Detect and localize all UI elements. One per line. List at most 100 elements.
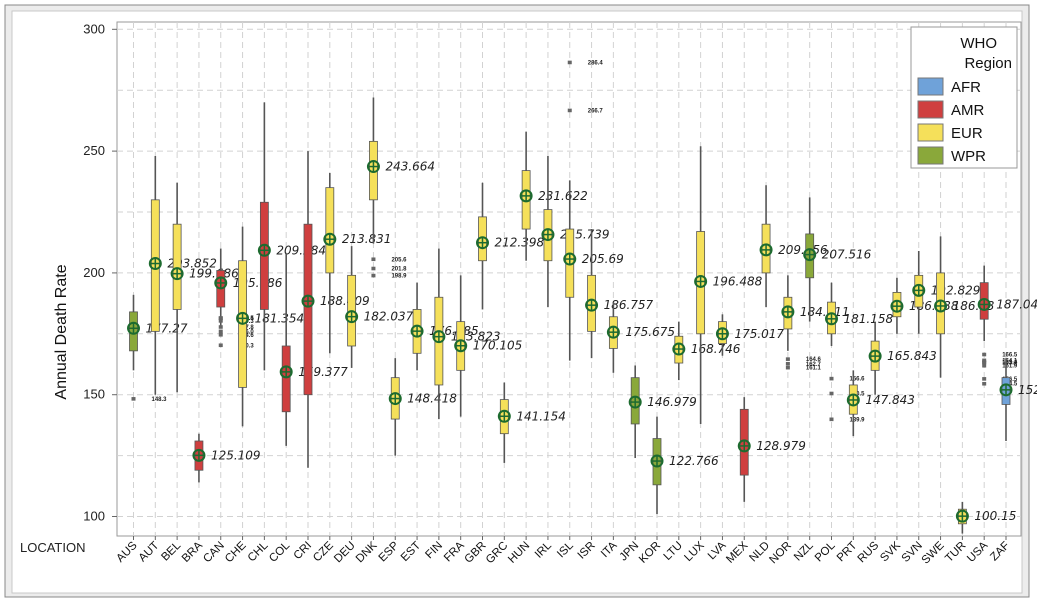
legend-swatch xyxy=(917,77,944,96)
mean-label: 213.831 xyxy=(342,232,392,246)
outlier-point xyxy=(371,266,376,271)
legend-title-line-2: Region xyxy=(964,55,1012,72)
mean-label: 196.488 xyxy=(713,274,763,288)
outlier-label: 163.2 xyxy=(1002,361,1018,367)
mean-label: 175.675 xyxy=(625,325,675,339)
mean-label: 209.456 xyxy=(778,243,828,257)
outlier-label: 161.1 xyxy=(806,366,822,372)
box-cze: 213.831 xyxy=(323,173,392,354)
box-che: 181.354 xyxy=(236,226,304,427)
y-tick-label: 300 xyxy=(83,21,105,36)
mean-label: 186.757 xyxy=(604,298,654,312)
y-tick-label: 200 xyxy=(83,265,105,280)
box-prt: 147.843 xyxy=(846,370,915,437)
legend-label: EUR xyxy=(951,125,983,142)
outlier-label: 164.6 xyxy=(806,357,822,363)
outlier-point xyxy=(829,417,834,422)
outlier-label: 163.4 xyxy=(1002,360,1018,366)
boxes: 177.27148.3203.852199.686125.109195.8861… xyxy=(127,60,1037,534)
outlier-point xyxy=(218,325,223,329)
legend: WHO Region AFR AMR EUR WPR xyxy=(910,26,1018,169)
box-bra: 125.109 xyxy=(192,433,261,483)
outlier-point xyxy=(218,329,223,334)
outlier-point xyxy=(785,365,790,370)
outlier-point xyxy=(218,319,223,323)
legend-box xyxy=(910,26,1018,169)
box-kor: 122.766 xyxy=(650,416,719,515)
mean-label: 148.418 xyxy=(407,392,457,406)
mean-label: 205.69 xyxy=(582,252,624,266)
box-grc: 141.154 xyxy=(497,382,566,463)
legend-title-line-1: WHO xyxy=(960,35,997,52)
legend-label: AFR xyxy=(951,79,981,96)
mean-label: 152 xyxy=(1018,383,1037,397)
legend-swatch xyxy=(917,123,944,142)
y-axis-title: Annual Death Rate xyxy=(53,264,70,399)
outlier-label: 161.9 xyxy=(1002,364,1018,370)
box-mex: 128.979 xyxy=(737,397,806,502)
outlier-point xyxy=(371,257,376,262)
outlier-point xyxy=(371,273,376,278)
outlier-point xyxy=(982,352,987,357)
mean-label: 100.15 xyxy=(974,509,1016,523)
legend-label: WPR xyxy=(951,148,986,165)
mean-label: 207.516 xyxy=(822,248,872,262)
outlier-point xyxy=(218,343,223,348)
box-isr: 186.757 xyxy=(585,229,654,359)
mean-label: 165.843 xyxy=(887,349,937,363)
box-nzl: 207.516 xyxy=(803,197,872,322)
outlier-point xyxy=(829,391,834,396)
legend-item-eur: EUR xyxy=(917,123,983,142)
y-axis: 100 150 200 250 300 xyxy=(83,21,117,524)
outlier-label: 286.4 xyxy=(588,60,604,66)
outlier-point xyxy=(982,377,987,381)
outlier-label: 205.6 xyxy=(391,257,407,263)
outlier-label: 198.9 xyxy=(391,274,407,280)
outlier-label: 164.1 xyxy=(1002,358,1018,364)
outlier-point xyxy=(982,363,987,368)
outlier-label: 201.8 xyxy=(391,267,407,273)
y-tick-label: 150 xyxy=(83,387,105,402)
legend-label: AMR xyxy=(951,102,985,119)
mean-label: 182.037 xyxy=(364,310,414,324)
box-ltu: 168.746 xyxy=(672,321,741,381)
outlier-label: 266.7 xyxy=(588,108,604,114)
mean-label: 187.049 xyxy=(996,297,1037,311)
box-rus: 165.843 xyxy=(868,321,937,395)
box-gbr: 212.398 xyxy=(476,182,544,310)
mean-label: 181.158 xyxy=(844,312,894,326)
mean-label: 209.284 xyxy=(276,243,326,257)
box-ita: 175.675 xyxy=(606,302,675,373)
box-fra: 170.105 xyxy=(454,275,522,417)
mean-label: 243.664 xyxy=(385,160,435,174)
outlier-label: 139.9 xyxy=(850,417,866,423)
mean-label: 141.154 xyxy=(516,409,566,423)
legend-swatch xyxy=(917,146,944,165)
mean-label: 168.746 xyxy=(691,342,741,356)
outlier-point xyxy=(785,357,790,361)
outlier-point xyxy=(131,397,136,401)
box-zaf: 152 xyxy=(999,358,1037,441)
box-deu: 182.037 xyxy=(345,246,414,368)
outlier-label: 156.6 xyxy=(850,377,866,383)
box-lva: 175.017 xyxy=(715,314,784,356)
mean-label: 146.979 xyxy=(647,395,697,409)
box-esp: 148.418 xyxy=(388,358,457,456)
outlier-point xyxy=(567,60,572,65)
outlier-point xyxy=(829,376,834,381)
iqr-box xyxy=(172,223,182,310)
outlier-point xyxy=(567,108,572,113)
mean-label: 125.109 xyxy=(211,448,261,462)
outlier-label: 162.7 xyxy=(806,362,822,368)
box-cri: 188.409 xyxy=(301,151,370,468)
y-tick-label: 250 xyxy=(83,143,105,158)
iqr-box xyxy=(303,223,313,396)
mean-label: 231.622 xyxy=(538,189,588,203)
mean-label: 188.409 xyxy=(320,294,370,308)
box-hun: 231.622 xyxy=(519,131,588,261)
